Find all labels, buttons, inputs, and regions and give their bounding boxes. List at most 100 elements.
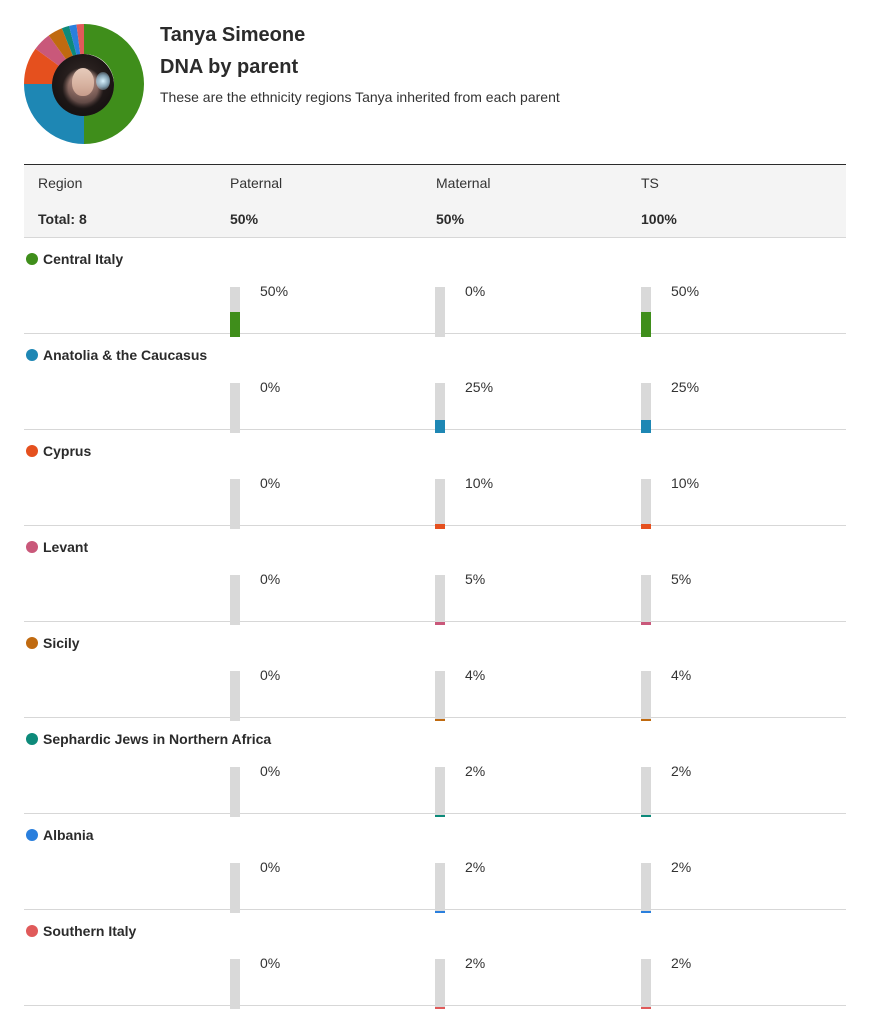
region-row: Albania 0% 2% 2% [24, 814, 846, 913]
percentage-bar-fill [641, 312, 651, 337]
table-header: Region Paternal Maternal TS Total: 8 50%… [24, 164, 846, 238]
region-name: Anatolia & the Caucasus [43, 347, 208, 363]
percentage-bar-fill [641, 815, 651, 817]
avatar [52, 54, 114, 116]
percentage-bar-track [230, 959, 240, 1009]
percentage-bar-fill [435, 524, 445, 529]
percentage-label: 25% [465, 379, 494, 395]
region-color-dot [26, 253, 38, 265]
region-color-dot [26, 445, 38, 457]
region-maternal-cell: 4% [435, 667, 615, 721]
percentage-bar-track [435, 383, 445, 433]
region-paternal-cell: 50% [230, 283, 410, 337]
region-ts-cell: 50% [641, 283, 821, 337]
percentage-bar-track [641, 671, 651, 721]
region-paternal-cell: 0% [230, 475, 410, 529]
total-paternal: 50% [230, 211, 259, 227]
region-color-dot [26, 829, 38, 841]
region-row: Levant 0% 5% 5% [24, 526, 846, 625]
percentage-label: 2% [671, 859, 692, 875]
donut-slice [69, 24, 81, 55]
percentage-bar-track [230, 863, 240, 913]
percentage-bar-track [230, 287, 240, 337]
percentage-bar-fill [435, 815, 445, 817]
total-ts: 100% [641, 211, 677, 227]
percentage-bar-fill [435, 911, 445, 913]
percentage-bar-track [641, 575, 651, 625]
region-color-dot [26, 541, 38, 553]
region-name: Albania [43, 827, 94, 843]
profile-header: Tanya Simeone DNA by parent These are th… [24, 24, 846, 148]
page-title: DNA by parent [160, 56, 299, 78]
region-ts-cell: 4% [641, 667, 821, 721]
region-row: Sephardic Jews in Northern Africa 0% 2% 2% [24, 718, 846, 817]
region-ts-cell: 5% [641, 571, 821, 625]
donut-slice [84, 24, 144, 144]
column-header-ts: TS [641, 175, 659, 191]
region-ts-cell: 2% [641, 859, 821, 913]
percentage-bar-track [230, 671, 240, 721]
region-maternal-cell: 0% [435, 283, 615, 337]
column-header-paternal: Paternal [230, 175, 283, 191]
percentage-label: 4% [671, 667, 692, 683]
donut-slice [76, 24, 84, 55]
percentage-label: 0% [260, 763, 281, 779]
percentage-label: 2% [671, 955, 692, 971]
region-ts-cell: 2% [641, 763, 821, 817]
region-color-dot [26, 637, 38, 649]
percentage-bar-fill [641, 719, 651, 721]
percentage-bar-track [641, 959, 651, 1009]
region-maternal-cell: 2% [435, 763, 615, 817]
region-name: Levant [43, 539, 89, 555]
total-maternal: 50% [436, 211, 465, 227]
region-paternal-cell: 0% [230, 955, 410, 1009]
person-name: Tanya Simeone [160, 24, 306, 46]
region-paternal-cell: 0% [230, 763, 410, 817]
region-paternal-cell: 0% [230, 859, 410, 913]
percentage-bar-fill [435, 420, 445, 433]
percentage-bar-track [230, 767, 240, 817]
page-description: These are the ethnicity regions Tanya in… [160, 89, 560, 105]
region-paternal-cell: 0% [230, 667, 410, 721]
percentage-bar-fill [435, 719, 445, 721]
percentage-label: 50% [671, 283, 700, 299]
column-header-maternal: Maternal [436, 175, 491, 191]
region-row: Anatolia & the Caucasus 0% 25% 25% [24, 334, 846, 433]
percentage-label: 10% [671, 475, 700, 491]
percentage-bar-track [230, 575, 240, 625]
column-header-region: Region [38, 175, 83, 191]
percentage-label: 0% [260, 955, 281, 971]
percentage-bar-track [435, 767, 445, 817]
region-name: Sephardic Jews in Northern Africa [43, 731, 272, 747]
donut-slice [35, 35, 67, 67]
donut-slice [24, 84, 84, 144]
region-row: Southern Italy 0% 2% 2% [24, 910, 846, 1009]
donut-slice [48, 28, 73, 60]
percentage-bar-fill [435, 622, 445, 625]
region-color-dot [26, 925, 38, 937]
percentage-label: 2% [465, 763, 486, 779]
region-paternal-cell: 0% [230, 571, 410, 625]
percentage-label: 2% [465, 955, 486, 971]
percentage-bar-track [641, 863, 651, 913]
region-name: Cyprus [43, 443, 92, 459]
percentage-label: 2% [671, 763, 692, 779]
region-maternal-cell: 10% [435, 475, 615, 529]
region-color-dot [26, 733, 38, 745]
percentage-label: 0% [260, 667, 281, 683]
percentage-bar-track [641, 767, 651, 817]
percentage-label: 5% [465, 571, 486, 587]
percentage-bar-fill [641, 420, 651, 433]
region-row: Central Italy 50% 0% 50% [24, 238, 846, 337]
region-ts-cell: 2% [641, 955, 821, 1009]
region-row: Cyprus 0% 10% 10% [24, 430, 846, 529]
percentage-bar-track [230, 479, 240, 529]
percentage-bar-track [641, 383, 651, 433]
ethnicity-donut-chart [24, 24, 144, 144]
region-name: Sicily [43, 635, 80, 651]
donut-slice [24, 48, 60, 84]
region-ts-cell: 10% [641, 475, 821, 529]
region-maternal-cell: 25% [435, 379, 615, 433]
region-paternal-cell: 0% [230, 379, 410, 433]
percentage-bar-fill [641, 1007, 651, 1009]
